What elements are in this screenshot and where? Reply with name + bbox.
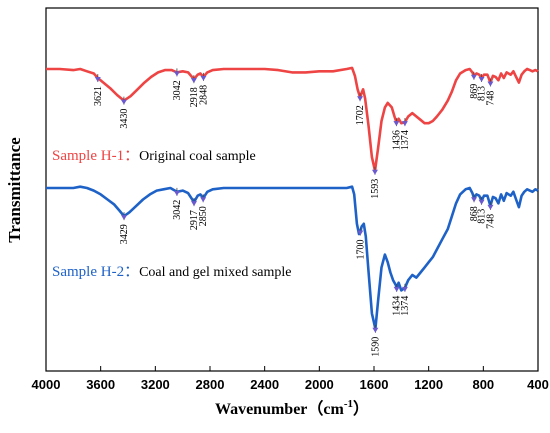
h2-peak-label: 1700 [355, 240, 366, 260]
h1-peak-label: 3042 [172, 80, 183, 100]
h1-peak-label: 2918 [189, 87, 200, 107]
h1-peak-marker [357, 96, 364, 102]
x-tick-label: 2400 [250, 377, 279, 392]
h2-peak-label: 2850 [198, 206, 209, 226]
h1-peak-label: 748 [485, 91, 496, 106]
h1-peak-label: 3430 [119, 109, 130, 129]
h1-peak-marker [478, 77, 485, 83]
h2-peak-label: 3429 [119, 224, 130, 244]
h1-peak-label: 1436 [391, 130, 402, 150]
x-axis-title-close: ） [353, 400, 369, 418]
x-tick-label: 3600 [86, 377, 115, 392]
h1-spectrum-line [46, 66, 539, 172]
h2-peak-label: 1374 [400, 296, 411, 316]
x-axis: 4000 3600 3200 2800 2400 2000 1600 1200 800 400 [32, 366, 549, 392]
series-layer [46, 66, 539, 331]
h1-peak-marker [94, 77, 101, 83]
h1-legend: Sample H-1：Original coal sample [52, 148, 256, 164]
h1-peak-label: 1374 [400, 130, 411, 150]
x-tick-label: 2800 [196, 377, 225, 392]
h2-peak-marker [401, 286, 408, 292]
h1-peak-marker [200, 75, 207, 81]
h2-legend-label: Sample H-2： [52, 264, 139, 280]
h2-spectrum-line [46, 185, 539, 331]
x-axis-title: Wavenumber（cm-1） [215, 398, 369, 418]
h2-peak-marker [357, 230, 364, 236]
h2-legend-desc: Coal and gel mixed sample [139, 265, 291, 280]
x-tick-label: 3200 [141, 377, 170, 392]
x-tick-label: 2000 [305, 377, 334, 392]
x-tick-label: 400 [527, 377, 549, 392]
x-tick-label: 1200 [414, 377, 443, 392]
h2-peak-marker [191, 201, 198, 207]
h2-peak-marker [487, 204, 494, 210]
h2-peak-label: 3042 [172, 200, 183, 220]
h1-legend-desc: Original coal sample [139, 149, 256, 164]
h2-peak-marker [173, 190, 180, 196]
h2-peak-marker [121, 215, 128, 221]
h1-peak-label: 813 [477, 86, 488, 101]
h2-peak-label: 1590 [370, 337, 381, 357]
h1-peak-label: 1593 [370, 179, 381, 199]
h2-peak-label: 868 [469, 206, 480, 221]
h2-peak-marker [478, 199, 485, 205]
x-axis-title-sup: -1 [344, 398, 353, 410]
h1-peak-marker [173, 71, 180, 77]
h1-legend-label: Sample H-1： [52, 148, 139, 164]
h1-peak-marker [120, 99, 127, 105]
h2-legend: Sample H-2：Coal and gel mixed sample [52, 264, 292, 280]
x-tick-label: 1600 [360, 377, 389, 392]
h2-peak-marker [200, 197, 207, 203]
h1-peak-marker [371, 169, 378, 175]
h2-peak-marker [393, 286, 400, 292]
h1-peak-label: 869 [469, 84, 480, 99]
h1-peak-label: 1702 [355, 105, 366, 125]
h2-peak-label: 748 [485, 214, 496, 229]
y-axis-title: Transmittance [5, 137, 24, 243]
x-axis-title-main: Wavenumber（cm [215, 400, 345, 418]
h1-peak-marker [393, 121, 400, 127]
h2-peak-label: 1434 [392, 296, 403, 316]
h2-peak-label: 2917 [189, 210, 200, 230]
h1-peak-marker [190, 78, 197, 84]
h1-peak-label: 3621 [93, 86, 104, 106]
h1-peak-marker [401, 121, 408, 127]
x-tick-label: 800 [472, 377, 494, 392]
h2-peak-marker [471, 197, 478, 203]
x-tick-label: 4000 [32, 377, 61, 392]
h1-peak-marker [487, 81, 494, 87]
h1-peak-marker [470, 74, 477, 80]
h2-peak-marker [372, 327, 379, 333]
h2-peak-label: 813 [477, 209, 488, 224]
h1-peak-label: 2848 [198, 85, 209, 105]
